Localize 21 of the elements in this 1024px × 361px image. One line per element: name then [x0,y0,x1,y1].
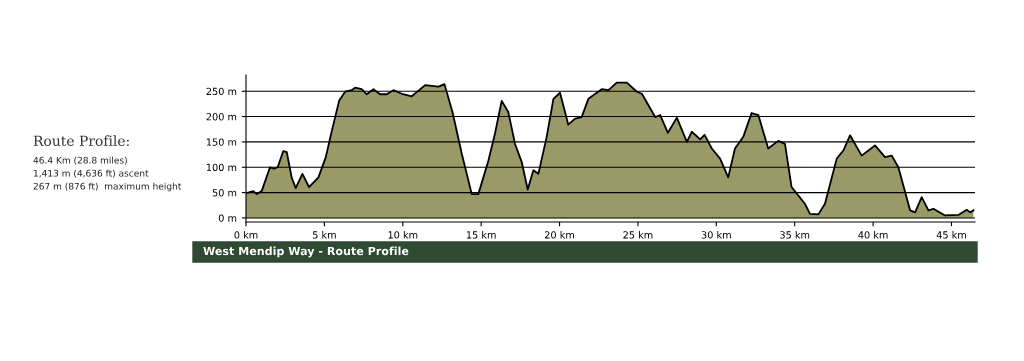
text: West Mendip Way - Route Profile [203,246,409,258]
text: 1,413 m (4,636 ft) ascent [33,169,149,178]
text: 46.4 Km (28.8 miles) [33,156,127,165]
text: 267 m (876 ft) maximum height [33,182,182,192]
x-tick-label: 0 km [234,231,258,239]
y-tick-label: 200 m [206,113,237,121]
x-tick-label: 20 km [544,231,574,239]
y-tick-label: 50 m [212,189,237,197]
text: Route Profile: [33,135,129,147]
y-tick-label: 250 m [206,87,237,96]
x-tick-label: 40 km [858,231,888,239]
y-tick-label: 0 m [218,214,237,222]
y-tick-label: 100 m [206,163,237,172]
x-tick-label: 45 km [936,231,966,239]
x-tick-label: 5 km [312,231,336,239]
x-tick-label: 30 km [701,231,731,239]
x-tick-label: 35 km [780,231,810,239]
x-tick-label: 10 km [388,231,418,239]
x-tick-label: 15 km [466,231,496,239]
y-tick-label: 150 m [206,138,237,146]
x-tick-label: 25 km [623,231,653,239]
